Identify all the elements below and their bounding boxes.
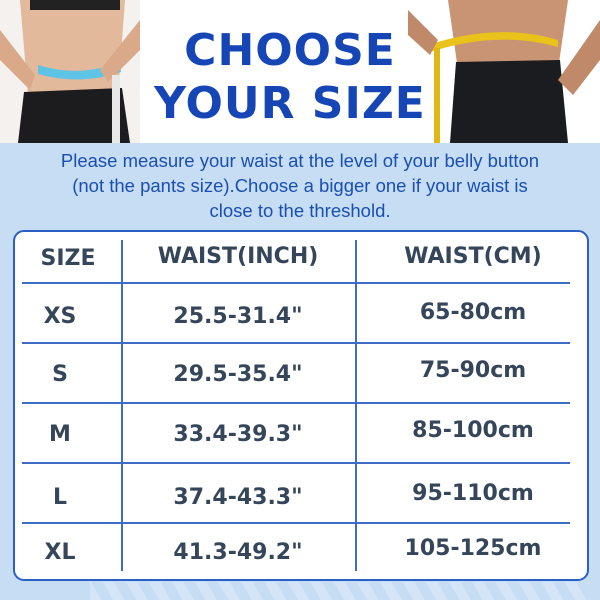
row-divider: [22, 522, 570, 524]
waist-inch-cell: 25.5-31.4": [173, 304, 303, 329]
header-size: SIZE: [40, 246, 96, 271]
waist-cm-cell: 95-110cm: [412, 481, 534, 506]
size-cell: XL: [44, 540, 76, 565]
waist-inch-cell: 41.3-49.2": [173, 540, 303, 565]
background-pattern: [90, 582, 590, 600]
size-cell: L: [52, 485, 68, 510]
waist-cm-cell: 85-100cm: [412, 418, 534, 443]
header-banner: CHOOSE YOUR SIZE: [0, 0, 600, 143]
measurement-instructions: Please measure your waist at the level o…: [0, 148, 600, 223]
title-line-2: YOUR SIZE: [154, 78, 426, 129]
size-chart-table: SIZE WAIST(INCH) WAIST(CM) XS 25.5-31.4" 6…: [13, 230, 589, 581]
woman-measuring-waist-photo: [0, 0, 140, 143]
row-divider: [22, 282, 570, 284]
waist-cm-cell: 65-80cm: [419, 300, 527, 325]
instruction-line: close to the threshold.: [209, 200, 391, 221]
row-divider: [22, 402, 570, 404]
waist-cm-cell: 75-90cm: [419, 358, 527, 383]
row-divider: [22, 342, 570, 344]
instruction-line: (not the pants size).Choose a bigger one…: [72, 175, 528, 196]
header-waist-inch: WAIST(INCH): [157, 244, 319, 269]
page-title: CHOOSE YOUR SIZE: [140, 24, 440, 130]
size-cell: XS: [43, 304, 77, 329]
waist-cm-cell: 105-125cm: [404, 536, 542, 561]
man-measuring-waist-photo: [408, 0, 600, 143]
row-divider: [22, 462, 570, 464]
instruction-line: Please measure your waist at the level o…: [60, 150, 540, 171]
waist-inch-cell: 37.4-43.3": [173, 485, 303, 510]
header-waist-cm: WAIST(CM): [404, 244, 542, 269]
size-cell: M: [49, 422, 71, 447]
waist-inch-cell: 29.5-35.4": [173, 362, 303, 387]
size-cell: S: [52, 362, 68, 387]
column-divider: [355, 240, 357, 571]
title-line-1: CHOOSE: [184, 25, 396, 76]
waist-inch-cell: 33.4-39.3": [173, 422, 303, 447]
column-divider: [121, 240, 123, 571]
